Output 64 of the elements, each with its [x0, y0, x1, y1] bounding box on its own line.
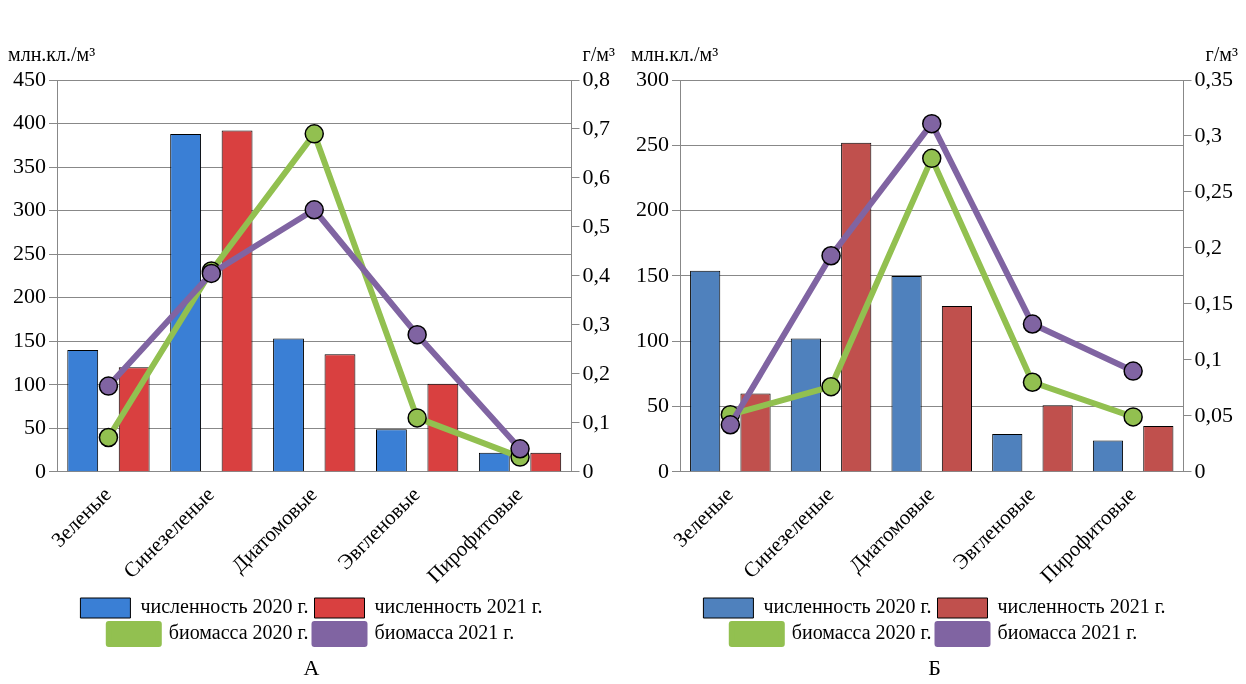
y-tick-label: 200	[636, 196, 669, 222]
point	[1022, 372, 1043, 392]
y2-tick-label: 0,15	[1194, 289, 1233, 315]
y2-tick-label: 0,8	[582, 65, 610, 91]
y-tick-label: 200	[13, 283, 46, 309]
y2-tick-label: 0,05	[1194, 401, 1233, 427]
y-tick-label: 0	[658, 457, 669, 483]
legend-label: биомасса 2020 г.	[791, 621, 932, 644]
y2-tick-label: 0,7	[582, 114, 610, 140]
point	[1022, 314, 1043, 334]
legend-label: численность 2020 г.	[763, 595, 932, 618]
y-tick-label: 150	[13, 326, 46, 352]
point	[922, 148, 942, 169]
legend-label: численность 2020 г.	[140, 595, 309, 618]
y2-tick-label: 0,25	[1194, 177, 1233, 203]
y2-tick-label: 0,1	[582, 408, 610, 434]
y-tick-label: 300	[13, 196, 46, 222]
y-tick-label: 450	[13, 65, 46, 91]
y-tick-label: 150	[636, 261, 669, 287]
y-tick-label: 100	[636, 326, 669, 352]
y2-tick-label: 0,1	[1194, 345, 1222, 371]
legend-label: биомасса 2021 г.	[374, 621, 515, 644]
y-axis-title: млн.кл./м³	[631, 43, 719, 66]
y2-tick-label: 0,6	[582, 163, 610, 189]
y-tick-label: 50	[24, 414, 46, 440]
point	[1123, 361, 1143, 381]
point	[510, 439, 530, 459]
legend-label: численность 2021 г.	[997, 595, 1166, 618]
point	[98, 427, 119, 448]
y2-tick-label: 0,3	[582, 310, 610, 336]
point	[1123, 407, 1143, 427]
point	[821, 246, 841, 266]
y-axis-title: млн.кл./м³	[8, 43, 96, 66]
point	[407, 408, 427, 428]
y2-tick-label: 0,2	[582, 359, 610, 385]
y-tick-label: 400	[13, 109, 46, 135]
y2-tick-label: 0	[1194, 457, 1206, 483]
y2-tick-label: 0,5	[582, 212, 610, 238]
point	[98, 376, 119, 396]
legend-label: численность 2021 г.	[374, 595, 543, 618]
point	[922, 113, 942, 134]
y-tick-label: 350	[13, 152, 46, 178]
y2-tick-label: 0,3	[1194, 121, 1222, 147]
text: А	[303, 654, 320, 680]
y-tick-label: 300	[636, 65, 669, 91]
y-tick-label: 250	[636, 131, 669, 157]
y-tick-label: 100	[13, 370, 46, 396]
y2-axis-title: г/м³	[1205, 43, 1238, 66]
legend-label: биомасса 2021 г.	[997, 621, 1138, 644]
y-tick-label: 50	[647, 392, 669, 418]
point	[304, 200, 324, 220]
point	[821, 376, 841, 397]
y2-tick-label: 0	[582, 457, 594, 483]
point	[720, 415, 741, 435]
point	[304, 124, 324, 144]
legend-label: биомасса 2020 г.	[168, 621, 309, 644]
y-tick-label: 250	[13, 239, 46, 265]
point	[407, 324, 427, 345]
y2-tick-label: 0,4	[582, 261, 610, 287]
y2-tick-label: 0,2	[1194, 233, 1222, 259]
y2-axis-title: г/м³	[582, 43, 615, 66]
y-tick-label: 0	[35, 457, 46, 483]
text: Б	[928, 654, 941, 680]
y2-tick-label: 0,35	[1194, 65, 1233, 91]
